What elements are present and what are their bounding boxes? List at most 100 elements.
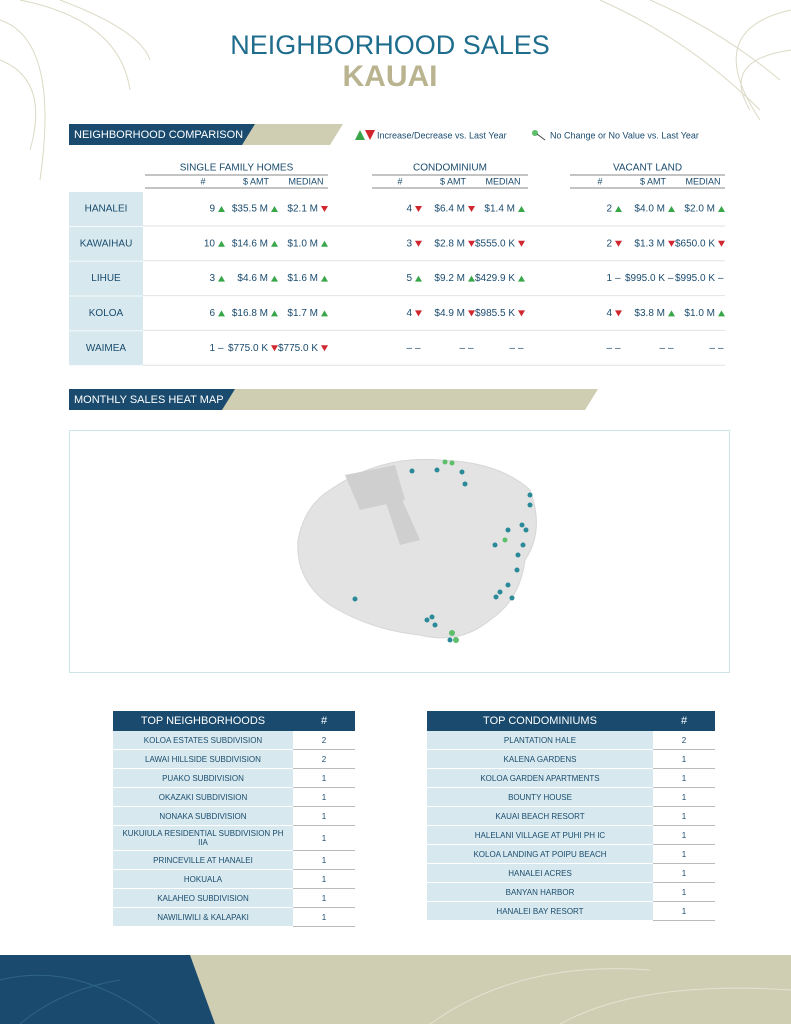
table-row: BANYAN HARBOR 1 — [427, 882, 715, 902]
row-name: PUAKO SUBDIVISION — [113, 768, 293, 788]
trend-down — [271, 345, 278, 352]
trend-flat: – — [615, 343, 621, 354]
cell-value: 3 — [209, 273, 215, 284]
cell-value: 6 — [209, 308, 215, 319]
trend-flat: – — [668, 343, 674, 354]
row-count: 2 — [293, 731, 355, 750]
row-label-cell — [69, 331, 143, 366]
table-row: HANALEI BAY RESORT 1 — [427, 901, 715, 921]
leaf-decoration — [0, 0, 791, 181]
row-name: KOLOA ESTATES SUBDIVISION — [113, 731, 293, 750]
cell-value: 10 — [204, 238, 216, 249]
cell-value: $985.5 K — [475, 308, 515, 319]
legend-text: No Change or No Value vs. Last Year — [550, 130, 699, 140]
row-name: BOUNTY HOUSE — [427, 787, 653, 807]
top-table: TOP CONDOMINIUMS # PLANTATION HALE 2 KALENA … — [427, 711, 715, 921]
column-header: $ AMT — [640, 176, 667, 186]
table-row: NAWILIWILI & KALAPAKI 1 — [113, 907, 355, 927]
leaf-decoration — [0, 974, 161, 1024]
row-count: 2 — [653, 731, 715, 750]
cell-value: 2 — [606, 238, 612, 249]
trend-up — [668, 206, 675, 212]
table-row: BOUNTY HOUSE 1 — [427, 787, 715, 807]
row-label: LIHUE — [91, 273, 121, 284]
trend-up — [415, 275, 422, 282]
cell-value: $1.6 M — [287, 273, 318, 284]
legend-text: Increase/Decrease vs. Last Year — [377, 130, 507, 140]
trend-flat: – — [718, 343, 724, 354]
section-heading: NEIGHBORHOOD COMPARISON — [74, 129, 243, 141]
table-row: NONAKA SUBDIVISION 1 — [113, 806, 355, 826]
trend-up — [518, 206, 525, 212]
row-count: 1 — [653, 787, 715, 807]
cell-value: $9.2 M — [434, 273, 465, 284]
cell-value: $1.7 M — [287, 308, 318, 319]
cell-value: $775.0 K — [228, 343, 268, 354]
trend-flat: – — [468, 343, 474, 354]
cell-value: $1.4 M — [484, 204, 515, 215]
table-row: KAUAI BEACH RESORT 1 — [427, 806, 715, 826]
trend-up — [218, 310, 225, 317]
row-label: HANALEI — [85, 204, 128, 215]
cell-value: $1.0 M — [287, 238, 318, 249]
trend-down — [668, 240, 675, 247]
row-name: KAUAI BEACH RESORT — [427, 806, 653, 826]
column-header: # — [397, 176, 402, 186]
legend-flat — [536, 133, 546, 141]
cell-value: 1 — [606, 273, 612, 284]
cell-value: 1 — [209, 343, 215, 354]
table-heading: TOP NEIGHBORHOODS — [113, 711, 293, 731]
trend-up — [718, 310, 725, 317]
column-header: # — [597, 176, 602, 186]
row-count: 1 — [653, 882, 715, 902]
table-row: OKAZAKI SUBDIVISION 1 — [113, 787, 355, 807]
table-row: PLANTATION HALE 2 — [427, 731, 715, 750]
trend-down — [468, 206, 475, 212]
cell-value: 3 — [406, 238, 412, 249]
cell-value: 5 — [406, 273, 412, 284]
trend-down — [415, 206, 422, 212]
cell-value: $1.3 M — [634, 238, 665, 249]
table-row: HANALEI ACRES 1 — [427, 863, 715, 883]
column-header: MEDIAN — [485, 176, 520, 186]
trend-flat: – — [518, 343, 524, 354]
cell-value: $35.5 M — [232, 204, 268, 215]
cell-value: – — [509, 343, 515, 354]
top-table: TOP NEIGHBORHOODS # KOLOA ESTATES SUBDIVIS… — [113, 711, 355, 927]
table-row: KUKUIULA RESIDENTIAL SUBDIVISION PH IIA 1 — [113, 825, 355, 851]
row-label-cell — [69, 192, 143, 226]
row-count: 1 — [293, 850, 355, 870]
trend-up — [321, 275, 328, 282]
row-name: KALENA GARDENS — [427, 749, 653, 769]
row-count: 1 — [293, 907, 355, 927]
trend-down — [615, 310, 622, 317]
cell-value: – — [709, 343, 715, 354]
column-header: $ AMT — [440, 176, 467, 186]
cell-value: $995.0 K — [625, 273, 665, 284]
column-header: # — [200, 176, 205, 186]
row-name: KOLOA LANDING AT POIPU BEACH — [427, 844, 653, 864]
row-name: NONAKA SUBDIVISION — [113, 806, 293, 826]
row-name: HANALEI ACRES — [427, 863, 653, 883]
column-header: MEDIAN — [685, 176, 720, 186]
row-count: 1 — [293, 888, 355, 908]
row-count: 1 — [653, 863, 715, 883]
group-header: SINGLE FAMILY HOMES — [180, 163, 294, 174]
table-row: LAWAI HILLSIDE SUBDIVISION 2 — [113, 749, 355, 769]
cell-value: 4 — [606, 308, 612, 319]
row-label: WAIMEA — [86, 343, 127, 354]
trend-up — [218, 206, 225, 212]
group-header: CONDOMINIUM — [413, 163, 487, 174]
cell-value: 2 — [606, 204, 612, 215]
trend-up — [271, 310, 278, 317]
row-count: 1 — [293, 825, 355, 851]
cell-value: $6.4 M — [434, 204, 465, 215]
footer-band — [0, 955, 215, 1024]
cell-value: $2.0 M — [684, 204, 715, 215]
row-name: HALELANI VILLAGE AT PUHI PH IC — [427, 825, 653, 845]
trend-down — [518, 310, 525, 317]
row-name: PLANTATION HALE — [427, 731, 653, 750]
trend-up — [321, 310, 328, 317]
